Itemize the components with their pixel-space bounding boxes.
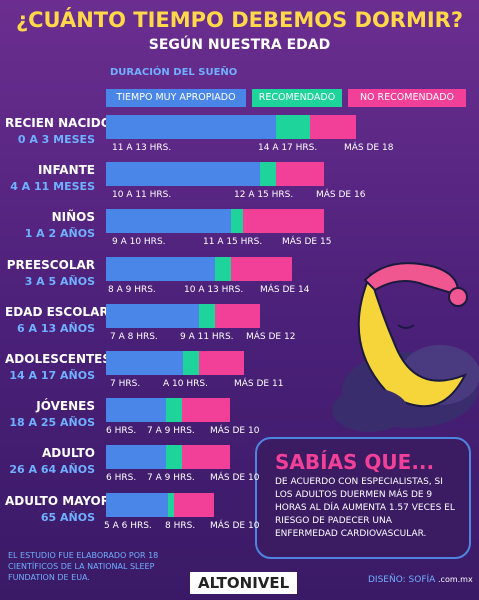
- moon-illustration: [332, 262, 479, 432]
- row-group: JÓVENES: [36, 399, 95, 414]
- row-age: 14 A 17 AÑOS: [9, 369, 95, 382]
- bar-segment: [106, 209, 231, 234]
- bar-segment: [183, 351, 199, 375]
- row-age: 0 A 3 MESES: [17, 133, 95, 146]
- credit: DISEÑO: SOFÍA: [368, 575, 436, 585]
- range-label: 7 A 9 HRS.: [147, 426, 195, 437]
- bar-segment: [231, 209, 243, 234]
- bar-segment: [106, 445, 166, 470]
- range-label: 11 A 15 HRS.: [203, 237, 263, 248]
- bar-segment: [260, 162, 276, 187]
- callout-text: DE ACUERDO CON ESPECIALISTAS, SI LOS ADU…: [275, 477, 455, 539]
- bar-segment: [182, 445, 230, 470]
- bar-segment: [199, 303, 215, 328]
- range-label: MÁS DE 14: [260, 284, 310, 295]
- bar-segment: [215, 303, 260, 328]
- range-label: MÁS DE 10: [210, 473, 260, 484]
- range-label: 9 A 10 HRS.: [112, 237, 166, 248]
- range-label: 6 HRS.: [106, 473, 137, 484]
- range-label: 8 A 9 HRS.: [108, 284, 156, 295]
- bar-segment: [106, 398, 166, 423]
- range-label: MÁS DE 18: [344, 143, 394, 153]
- subtitle: SEGÚN NUESTRA EDAD: [148, 37, 331, 53]
- row-group: ADOLESCENTES: [5, 352, 112, 366]
- range-label: MÁS DE 15: [282, 237, 332, 248]
- bar-segment: [276, 162, 324, 187]
- row-group: ADULTO MAYOR: [5, 493, 110, 508]
- row-group: NIÑOS: [51, 210, 95, 225]
- row-age: 26 A 64 AÑOS: [9, 463, 95, 477]
- row-age: 1 A 2 AÑOS: [24, 227, 95, 241]
- bar-segment: [166, 398, 182, 423]
- bar-segment: [106, 492, 168, 517]
- bar-segment: [166, 445, 182, 470]
- title: ¿CUÁNTO TIEMPO DEBEMOS DORMIR?: [15, 8, 464, 32]
- range-label: MÁS DE 16: [316, 190, 366, 201]
- bar-segment: [310, 115, 356, 139]
- row-group: PREESCOLAR: [6, 257, 95, 272]
- bar-segment: [174, 492, 214, 517]
- range-label: 7 A 8 HRS.: [110, 331, 158, 342]
- range-label: 6 HRS.: [106, 426, 137, 437]
- range-label: 7 A 9 HRS.: [147, 473, 195, 484]
- range-label: MÁS DE 10: [210, 426, 260, 437]
- bar-segment: [106, 115, 276, 139]
- bar-segment: [199, 351, 244, 375]
- footer-note: EL ESTUDIO FUE ELABORADO POR 18 CIENTÍFI…: [8, 551, 159, 582]
- range-label: MÁS DE 11: [234, 379, 284, 389]
- callout-box: [255, 437, 471, 559]
- legend-item: RECOMENDADO: [252, 89, 342, 107]
- row-age: 65 AÑOS: [40, 510, 95, 524]
- bar-segment: [106, 351, 183, 375]
- row-group: ADULTO: [41, 446, 95, 461]
- range-label: 11 A 13 HRS.: [112, 143, 172, 153]
- range-label: 12 A 15 HRS.: [234, 190, 294, 201]
- bar-segment: [168, 492, 174, 517]
- range-label: 8 HRS.: [165, 520, 196, 531]
- range-label: A 10 HRS.: [163, 379, 208, 389]
- range-label: 14 A 17 HRS.: [258, 143, 318, 153]
- row-age: 4 A 11 MESES: [10, 180, 95, 194]
- legend-item: TIEMPO MUY APROPIADO: [106, 89, 246, 107]
- row-group: INFANTE: [37, 163, 95, 178]
- row-age: 3 A 5 AÑOS: [24, 274, 95, 288]
- brand: ALTONIVEL: [190, 572, 298, 594]
- bar-segment: [106, 162, 260, 187]
- row-age: 18 A 25 AÑOS: [9, 416, 95, 430]
- row-group: RECIEN NACIDO: [5, 116, 111, 130]
- bar-segment: [106, 303, 199, 328]
- range-label: 5 A 6 HRS.: [104, 520, 152, 531]
- bar-segment: [106, 256, 215, 281]
- range-label: 7 HRS.: [110, 379, 141, 389]
- legend-item: NO RECOMENDADO: [348, 89, 466, 107]
- range-label: MÁS DE 12: [246, 331, 296, 342]
- range-label: MÁS DE 10: [210, 520, 260, 531]
- domain: .com.mx: [438, 575, 473, 584]
- range-label: 10 A 11 HRS.: [112, 190, 172, 201]
- range-label: 10 A 13 HRS.: [184, 284, 244, 295]
- legend-title: DURACIÓN DEL SUEÑO: [110, 67, 238, 78]
- bar-segment: [276, 115, 310, 139]
- bar-segment: [231, 256, 292, 281]
- range-label: 9 A 11 HRS.: [180, 331, 234, 342]
- bar-segment: [215, 256, 231, 281]
- row-group: EDAD ESCOLAR: [5, 304, 109, 319]
- bar-segment: [243, 209, 324, 234]
- callout-title: SABÍAS QUE...: [275, 450, 435, 474]
- bar-segment: [182, 398, 230, 423]
- row-age: 6 A 13 AÑOS: [17, 321, 95, 335]
